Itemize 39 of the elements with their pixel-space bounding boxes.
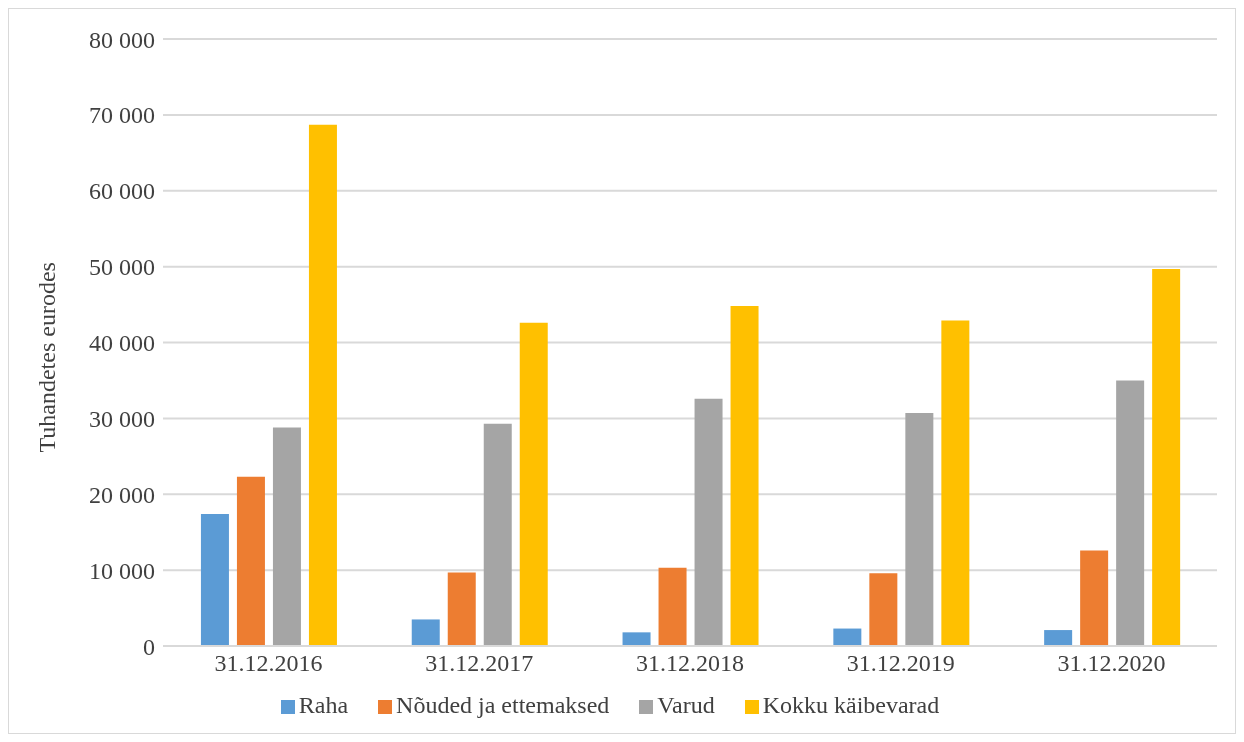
bar — [519, 322, 548, 646]
bar — [658, 567, 687, 646]
legend-label: Nõuded ja ettemaksed — [396, 692, 610, 718]
x-tick-label: 31.12.2016 — [214, 650, 323, 677]
legend-label: Varud — [657, 692, 715, 718]
bar — [236, 476, 265, 646]
legend-label: Kokku käibevarad — [762, 692, 940, 718]
bar — [622, 632, 651, 646]
x-tick-label: 31.12.2018 — [636, 650, 744, 677]
x-tick-label: 31.12.2019 — [846, 650, 955, 677]
y-tick-label: 50 000 — [89, 254, 155, 281]
y-tick-label: 70 000 — [89, 102, 155, 129]
bar — [272, 427, 301, 646]
y-tick-label: 40 000 — [89, 330, 155, 357]
y-tick-label: 20 000 — [89, 481, 155, 508]
bar — [483, 423, 512, 646]
y-tick-label: 80 000 — [89, 26, 155, 53]
bar — [308, 124, 337, 646]
bar — [1152, 268, 1181, 646]
y-tick-label: 0 — [143, 633, 155, 660]
bar — [833, 628, 862, 646]
x-tick-label: 31.12.2020 — [1057, 650, 1166, 677]
bar — [694, 398, 723, 646]
bar — [447, 572, 476, 646]
y-axis-title: Tuhandetes eurodes — [33, 262, 60, 453]
y-tick-label: 10 000 — [89, 557, 155, 584]
bar — [869, 573, 898, 646]
x-tick-label: 31.12.2017 — [425, 650, 534, 677]
bar — [1044, 630, 1073, 646]
y-tick-label: 30 000 — [89, 405, 155, 432]
bar — [1116, 380, 1145, 646]
bar — [411, 619, 440, 646]
bar — [941, 320, 970, 646]
bar — [200, 513, 229, 646]
bar — [730, 306, 759, 646]
bar — [905, 413, 934, 646]
y-tick-label: 60 000 — [89, 178, 155, 205]
legend-label: Raha — [298, 692, 349, 718]
bar — [1080, 550, 1109, 646]
